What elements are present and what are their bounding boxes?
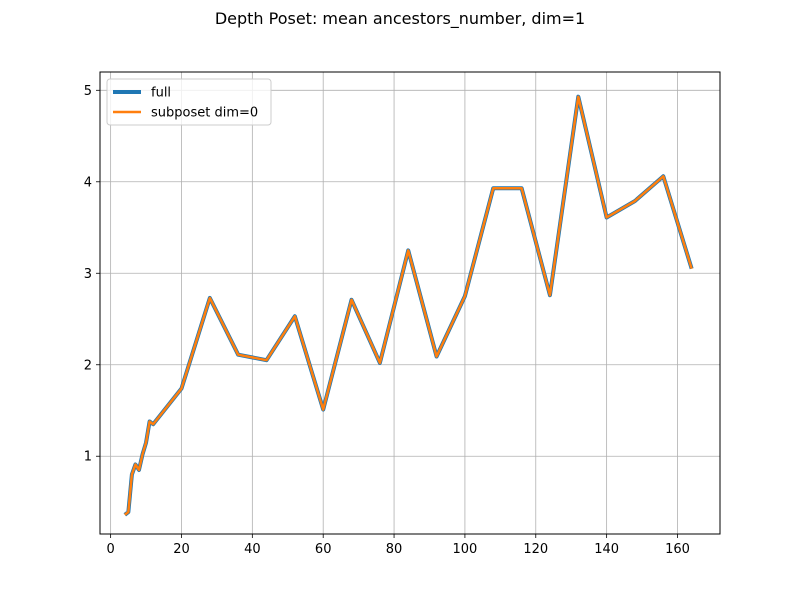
y-tick-label: 2: [84, 358, 92, 373]
legend: full subposet dim=0: [106, 78, 272, 126]
x-tick-label: 60: [315, 542, 332, 557]
x-tick-label: 100: [453, 542, 478, 557]
x-tick-label: 40: [244, 542, 261, 557]
legend-box: [106, 78, 272, 126]
grid-lines: [100, 72, 720, 534]
x-tick-label: 140: [594, 542, 619, 557]
x-tick-label: 160: [665, 542, 690, 557]
legend-label-full: full: [151, 86, 171, 101]
y-tick-label: 5: [84, 84, 92, 99]
x-tick-label: 0: [106, 542, 114, 557]
y-tick-label: 3: [84, 267, 92, 282]
series-lines: [123, 94, 694, 517]
legend-label-subposet: subposet dim=0: [151, 106, 258, 121]
y-tick-label: 4: [84, 175, 92, 190]
x-tick-label: 120: [523, 542, 548, 557]
chart-title: Depth Poset: mean ancestors_number, dim=…: [214, 9, 586, 28]
axis-ticks: 0 20 40 60 80 100 120 140 160 1 2 3 4 5: [84, 84, 690, 557]
y-tick-label: 1: [84, 450, 92, 465]
series-line-subposet: [124, 95, 693, 516]
x-tick-label: 20: [173, 542, 190, 557]
x-tick-label: 80: [386, 542, 403, 557]
plot-area-frame: [99, 71, 721, 535]
